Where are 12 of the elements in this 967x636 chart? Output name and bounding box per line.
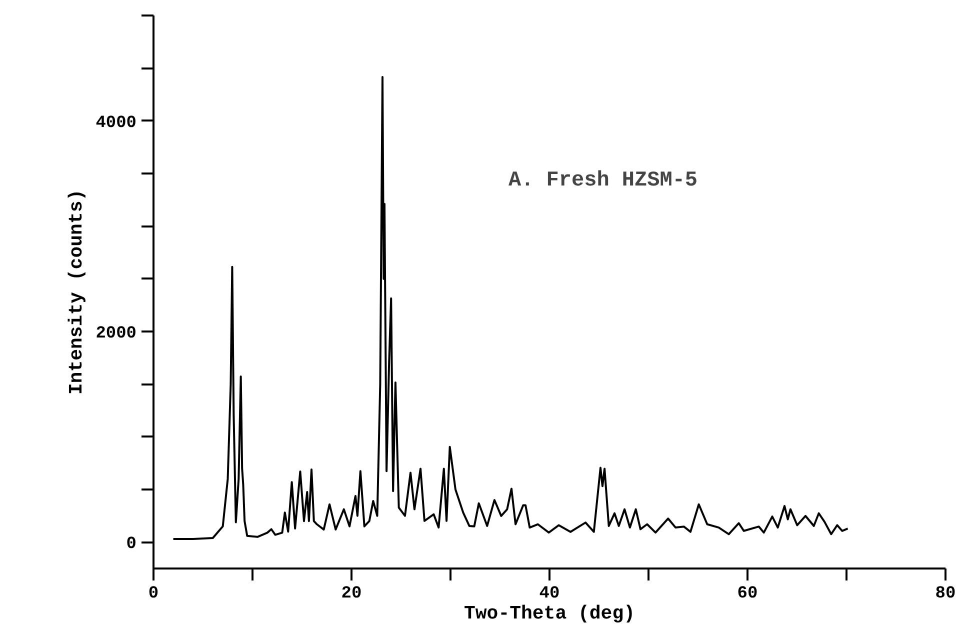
x-tick-label: 0 bbox=[148, 584, 159, 604]
x-tick-label: 20 bbox=[341, 584, 362, 604]
annotation: A. Fresh HZSM-5 bbox=[508, 170, 698, 192]
y-axis-title: Intensity (counts) bbox=[66, 189, 88, 395]
x-tick-label: 60 bbox=[737, 584, 758, 604]
y-tick-label: 0 bbox=[126, 535, 136, 554]
x-tick-label: 80 bbox=[935, 584, 956, 604]
line-series bbox=[172, 76, 849, 540]
y-tick-label: 2000 bbox=[96, 324, 137, 344]
y-tick-label: 4000 bbox=[96, 114, 137, 133]
x-axis-title: Two-Theta (deg) bbox=[464, 602, 636, 624]
x-tick-label: 40 bbox=[539, 584, 560, 604]
